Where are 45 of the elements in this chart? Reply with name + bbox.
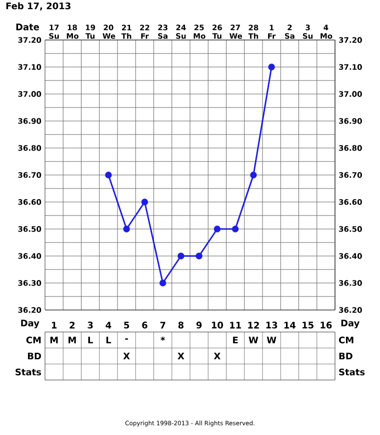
point bbox=[159, 280, 166, 286]
point bbox=[250, 172, 257, 178]
y-tick-label: BD bbox=[339, 352, 352, 360]
x-tick-label: 10 bbox=[212, 322, 224, 328]
point bbox=[178, 252, 184, 260]
text: * bbox=[160, 336, 165, 341]
x-tick-label: 1 bbox=[52, 322, 57, 328]
x-tick-label: 14 bbox=[284, 322, 296, 328]
text: L bbox=[106, 336, 112, 344]
x-tick-label: 2 bbox=[70, 322, 75, 328]
point bbox=[232, 226, 239, 232]
point bbox=[214, 226, 221, 232]
x-axis-title: Day bbox=[21, 320, 40, 328]
x-tick-label: 11 bbox=[230, 322, 241, 328]
x-tick-label: 12 bbox=[248, 322, 259, 328]
text: X bbox=[178, 352, 184, 360]
point bbox=[268, 64, 275, 70]
text: W bbox=[248, 336, 258, 344]
y-tick-label: CM bbox=[338, 336, 354, 344]
text: X bbox=[214, 352, 220, 360]
x-tick-label: 6 bbox=[142, 322, 148, 328]
x-tick-label: 16 bbox=[320, 322, 332, 328]
x-tick-label: 5 bbox=[124, 322, 130, 328]
point bbox=[105, 172, 112, 178]
text: E bbox=[233, 336, 238, 344]
text: W bbox=[266, 336, 276, 344]
x-tick-label: 4 bbox=[106, 322, 112, 328]
text: - bbox=[125, 338, 128, 340]
text: L bbox=[88, 336, 93, 344]
x-tick-label: 9 bbox=[196, 322, 202, 328]
text: X bbox=[123, 352, 130, 360]
x-tick-label: 13 bbox=[266, 322, 278, 328]
text: M bbox=[50, 336, 58, 344]
point bbox=[141, 198, 148, 206]
point bbox=[123, 226, 130, 232]
x-tick-label: 3 bbox=[88, 322, 93, 328]
x-tick-label: 8 bbox=[178, 322, 184, 328]
chart-title: Feb 17, 2013 bbox=[6, 2, 70, 10]
x-axis-title: Date bbox=[16, 24, 40, 30]
point bbox=[196, 252, 202, 260]
x-tick-label: 15 bbox=[302, 322, 314, 328]
x-tick-label: 7 bbox=[160, 322, 166, 328]
y-tick-label: Stats bbox=[339, 368, 365, 376]
text: M bbox=[68, 336, 76, 344]
text: Day bbox=[341, 320, 360, 328]
